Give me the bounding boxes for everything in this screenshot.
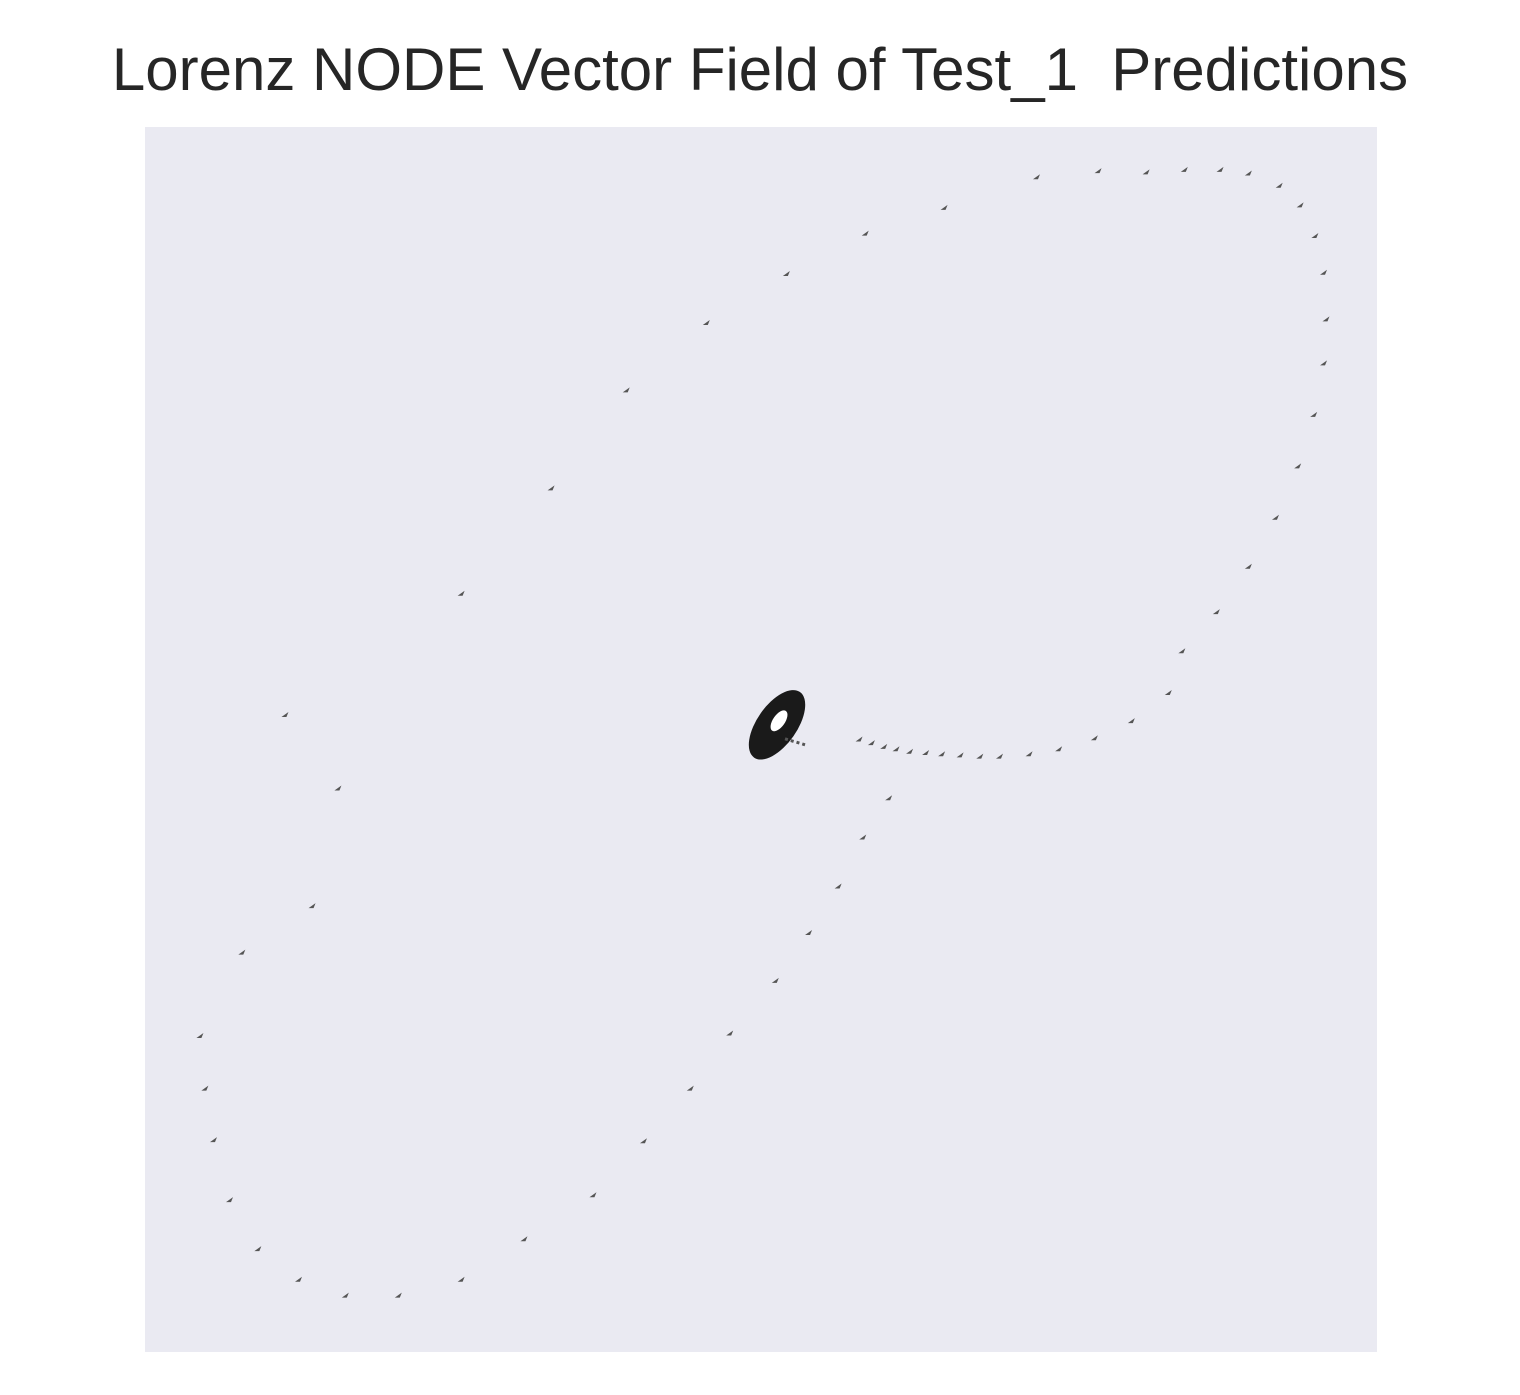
vector-arrow: [956, 752, 964, 758]
vector-arrow: [940, 204, 948, 210]
vector-arrow: [892, 746, 900, 752]
vector-arrow: [686, 1085, 694, 1091]
vector-arrow: [906, 748, 914, 754]
vector-arrow: [1311, 233, 1319, 239]
vector-arrow: [209, 1137, 217, 1143]
vector-arrow: [885, 795, 893, 801]
vector-arrow: [589, 1192, 597, 1198]
vector-arrow: [341, 1292, 349, 1298]
vector-arrow: [1142, 169, 1150, 175]
center-cluster-hole: [770, 710, 788, 732]
vector-arrow: [1294, 463, 1302, 469]
vector-arrow: [1275, 182, 1283, 188]
vector-arrow: [1032, 174, 1040, 180]
vector-arrow: [702, 320, 710, 325]
vector-arrow: [639, 1138, 647, 1144]
vector-arrow: [1127, 718, 1135, 724]
vector-arrow: [976, 753, 984, 759]
center-arrow-cluster: [748, 690, 806, 760]
vector-arrow: [281, 712, 289, 717]
vector-arrow: [861, 230, 869, 236]
vector-arrow: [1178, 648, 1186, 654]
vector-arrow: [295, 1276, 302, 1282]
vector-arrow: [1212, 609, 1220, 615]
vector-arrow: [1310, 411, 1318, 417]
vector-arrow: [1180, 166, 1188, 172]
vector-arrow: [834, 883, 842, 889]
vector-arrow: [859, 834, 867, 840]
vector-arrow: [238, 949, 246, 955]
vector-arrow: [771, 977, 779, 983]
vector-arrow: [855, 736, 863, 742]
vector-arrow: [1244, 563, 1252, 569]
vector-arrow: [1271, 514, 1279, 520]
vector-arrow: [880, 743, 888, 749]
vector-arrow: [457, 590, 465, 596]
vector-arrow: [226, 1197, 234, 1203]
vector-arrow: [1320, 269, 1328, 275]
vector-arrow: [1296, 202, 1304, 208]
vector-arrow: [394, 1292, 402, 1298]
vector-arrow: [1090, 735, 1098, 741]
vector-arrow: [1094, 168, 1102, 174]
chart-title: Lorenz NODE Vector Field of Test_1 Predi…: [111, 36, 1409, 103]
vector-arrow: [622, 387, 630, 393]
vector-arrow: [1320, 360, 1328, 366]
vector-arrow: [254, 1246, 262, 1252]
vector-arrow: [1244, 170, 1252, 176]
vector-arrow: [726, 1030, 734, 1036]
vector-arrow: [1025, 751, 1033, 757]
vector-arrow: [805, 930, 813, 936]
vector-arrow: [1055, 746, 1063, 752]
vector-arrow: [782, 271, 790, 276]
vector-arrow: [196, 1032, 204, 1038]
vector-arrow: [1322, 316, 1330, 322]
vector-arrow: [520, 1236, 528, 1242]
vector-arrow: [1216, 166, 1224, 172]
vector-arrow: [867, 740, 875, 746]
vector-arrow: [996, 753, 1004, 759]
vector-arrow: [1164, 689, 1172, 695]
vector-arrow: [938, 751, 946, 757]
vector-arrow: [334, 785, 342, 791]
vector-arrow: [201, 1085, 209, 1091]
vector-arrow: [308, 903, 316, 909]
vector-arrow: [922, 749, 930, 755]
arrow-layer: [196, 166, 1330, 1298]
vector-arrow: [547, 485, 555, 491]
vector-arrow: [457, 1276, 465, 1282]
